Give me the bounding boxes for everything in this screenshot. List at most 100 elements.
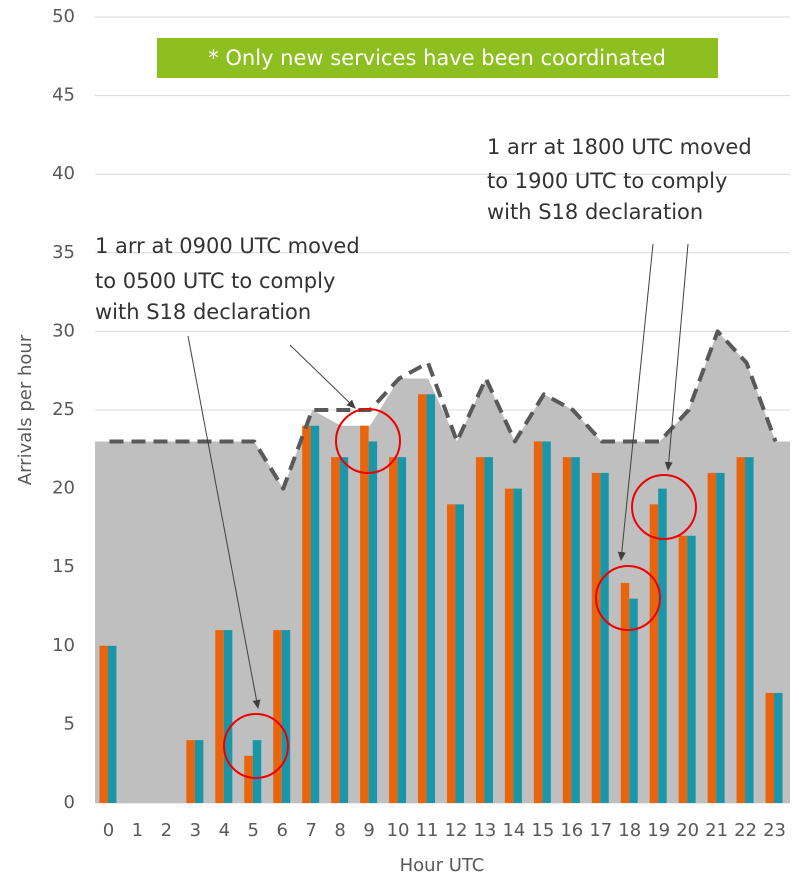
y-tick-label: 5 bbox=[64, 713, 75, 734]
bar bbox=[533, 441, 543, 803]
y-tick-label: 20 bbox=[52, 478, 75, 499]
y-axis-label: Arrivals per hour bbox=[15, 334, 36, 485]
x-tick-label: 0 bbox=[103, 820, 114, 841]
x-tick-label: 2 bbox=[161, 820, 172, 841]
marks-layer bbox=[95, 329, 790, 803]
bar bbox=[475, 457, 485, 803]
y-tick-label: 50 bbox=[52, 6, 75, 27]
x-tick-label: 16 bbox=[560, 820, 583, 841]
x-tick-label: 10 bbox=[387, 820, 410, 841]
bar bbox=[273, 630, 282, 803]
banner-box bbox=[157, 38, 718, 78]
x-tick-label: 21 bbox=[705, 820, 728, 841]
x-tick-label: 14 bbox=[502, 820, 525, 841]
bar bbox=[397, 457, 407, 803]
bar bbox=[649, 504, 659, 803]
annotation-line: to 0500 UTC to comply bbox=[95, 269, 335, 293]
bar bbox=[107, 645, 117, 803]
bar bbox=[774, 692, 783, 803]
bar bbox=[418, 394, 427, 803]
bar bbox=[99, 645, 108, 803]
x-tick-label: 22 bbox=[734, 820, 757, 841]
annotation-line: with S18 declaration bbox=[95, 300, 311, 324]
bar bbox=[542, 441, 551, 803]
y-tick-label: 0 bbox=[64, 792, 75, 813]
x-tick-label: 15 bbox=[531, 820, 554, 841]
annotation-line: to 1900 UTC to comply bbox=[487, 169, 727, 193]
y-tick-label: 25 bbox=[52, 399, 75, 420]
highlight-circle bbox=[335, 408, 401, 474]
highlight-circle bbox=[631, 474, 697, 540]
bar bbox=[446, 504, 456, 803]
x-tick-label: 6 bbox=[277, 820, 288, 841]
x-tick-label: 20 bbox=[676, 820, 699, 841]
x-tick-label: 5 bbox=[248, 820, 259, 841]
x-tick-label: 23 bbox=[763, 820, 786, 841]
y-tick-label: 30 bbox=[52, 320, 75, 341]
bar bbox=[736, 457, 746, 803]
x-tick-label: 4 bbox=[219, 820, 230, 841]
banner-text: * Only new services have been coordinate… bbox=[208, 46, 666, 70]
overlay-layer: * Only new services have been coordinate… bbox=[15, 38, 752, 876]
highlight-circle bbox=[223, 713, 289, 779]
x-tick-label: 8 bbox=[334, 820, 345, 841]
bar bbox=[331, 457, 340, 803]
bar bbox=[765, 692, 775, 803]
bar bbox=[310, 425, 320, 803]
bar bbox=[215, 630, 224, 803]
x-tick-label: 11 bbox=[416, 820, 439, 841]
y-tick-label: 45 bbox=[52, 85, 75, 106]
bar bbox=[687, 535, 696, 803]
bar bbox=[678, 535, 688, 803]
arrow bbox=[664, 243, 689, 471]
bar bbox=[707, 472, 717, 803]
arrow bbox=[289, 344, 356, 409]
bar bbox=[562, 457, 572, 803]
bar bbox=[658, 488, 667, 803]
bar bbox=[339, 457, 349, 803]
bar bbox=[716, 472, 725, 803]
bar bbox=[252, 740, 262, 803]
arrow bbox=[187, 335, 261, 709]
dashed-line bbox=[109, 329, 778, 491]
y-tick-label: 40 bbox=[52, 163, 75, 184]
arrow bbox=[617, 243, 654, 561]
bar bbox=[620, 582, 630, 803]
y-tick-label: 10 bbox=[52, 635, 75, 656]
y-tick-label: 35 bbox=[52, 242, 75, 263]
bar bbox=[389, 457, 398, 803]
x-tick-label: 17 bbox=[589, 820, 612, 841]
bar bbox=[571, 457, 580, 803]
x-axis-label: Hour UTC bbox=[400, 855, 485, 876]
bar bbox=[360, 425, 369, 803]
x-tick-label: 12 bbox=[445, 820, 468, 841]
annotation-line: with S18 declaration bbox=[487, 200, 703, 224]
bar bbox=[484, 457, 493, 803]
bar bbox=[745, 457, 754, 803]
bar bbox=[368, 441, 378, 803]
bar bbox=[244, 755, 253, 803]
highlight-circle bbox=[595, 565, 661, 631]
x-tick-label: 19 bbox=[647, 820, 670, 841]
x-tick-label: 9 bbox=[363, 820, 374, 841]
bar bbox=[455, 504, 464, 803]
x-tick-label: 3 bbox=[190, 820, 201, 841]
annotation-line: 1 arr at 1800 UTC moved bbox=[487, 135, 752, 159]
capacity-area bbox=[95, 331, 790, 803]
bar bbox=[513, 488, 522, 803]
bar bbox=[426, 394, 436, 803]
y-tick-label: 15 bbox=[52, 556, 75, 577]
x-tick-label: 18 bbox=[618, 820, 641, 841]
x-tick-label: 13 bbox=[473, 820, 496, 841]
bar bbox=[281, 630, 291, 803]
bar bbox=[600, 472, 609, 803]
bar bbox=[194, 740, 204, 803]
x-tick-label: 1 bbox=[132, 820, 143, 841]
bar bbox=[591, 472, 601, 803]
bar bbox=[223, 630, 233, 803]
bar bbox=[302, 425, 311, 803]
annotation-line: 1 arr at 0900 UTC moved bbox=[95, 234, 360, 258]
bar bbox=[504, 488, 514, 803]
bar bbox=[629, 598, 638, 803]
